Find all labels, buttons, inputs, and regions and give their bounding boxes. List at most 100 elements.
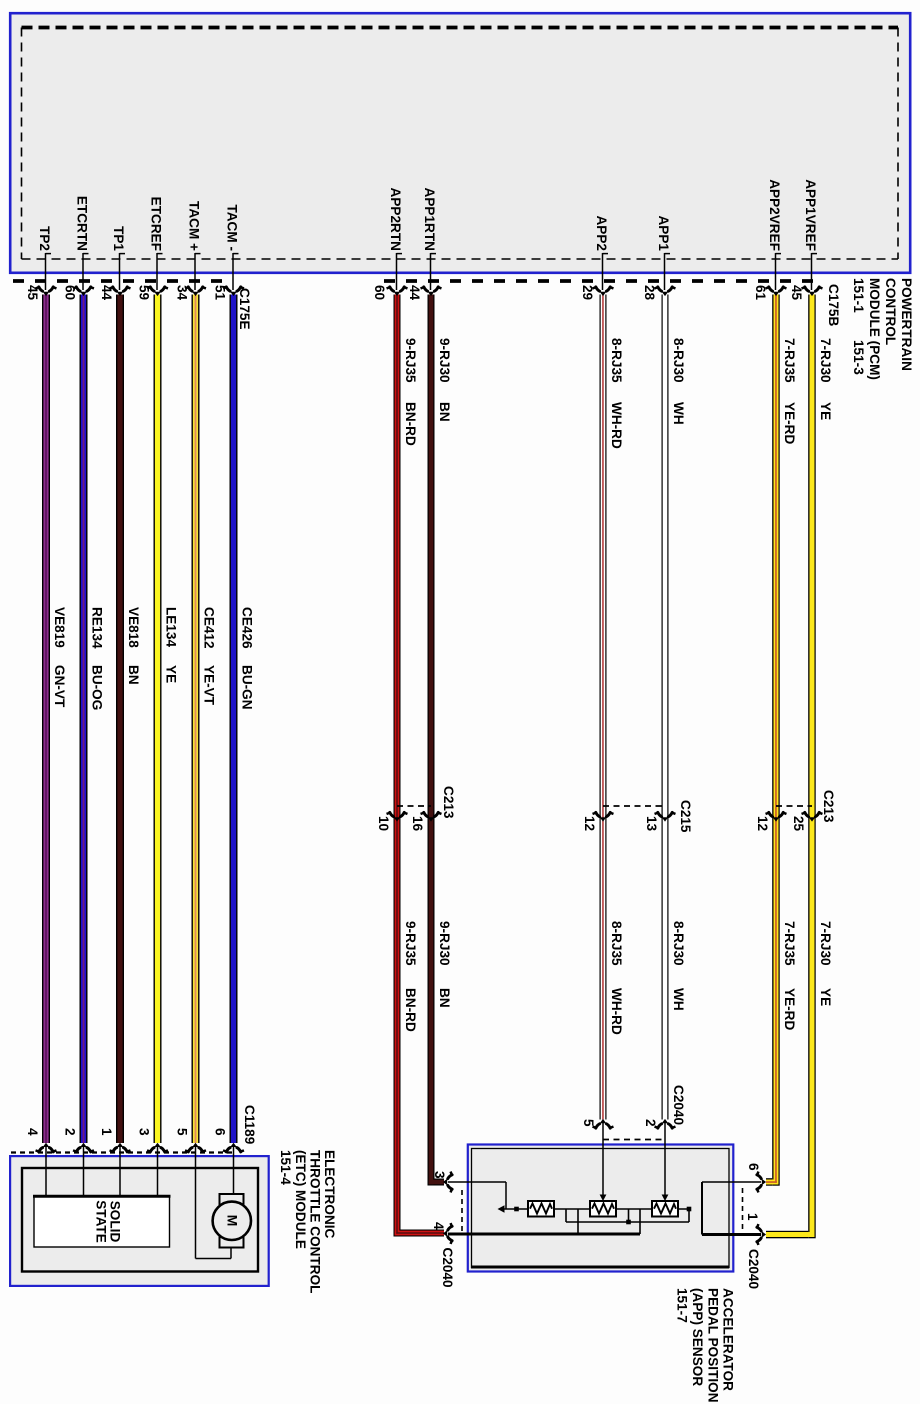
svg-text:3: 3 [137, 1128, 152, 1136]
svg-text:C213: C213 [821, 790, 836, 823]
svg-text:6: 6 [213, 1128, 228, 1136]
svg-text:151-1: 151-1 [851, 278, 866, 313]
svg-text:60: 60 [372, 285, 387, 300]
svg-text:8-RJ30: 8-RJ30 [671, 338, 686, 383]
svg-text:BN: BN [126, 665, 141, 685]
svg-text:C1189: C1189 [242, 1105, 257, 1145]
svg-text:151-7: 151-7 [675, 1288, 690, 1323]
svg-text:YE-RD: YE-RD [782, 402, 797, 444]
svg-text:9-RJ35: 9-RJ35 [403, 921, 418, 966]
svg-text:ACCELERATOR: ACCELERATOR [721, 1288, 736, 1391]
svg-text:TP2: TP2 [37, 226, 52, 251]
svg-text:THROTTLE CONTROL: THROTTLE CONTROL [308, 1150, 323, 1293]
svg-text:BN-RD: BN-RD [403, 402, 418, 446]
svg-text:MODULE (PCM): MODULE (PCM) [867, 278, 882, 380]
svg-text:CONTROL: CONTROL [883, 278, 898, 345]
svg-text:45: 45 [25, 285, 40, 301]
svg-text:2: 2 [643, 1119, 658, 1127]
svg-text:3: 3 [432, 1171, 447, 1179]
svg-text:9-RJ30: 9-RJ30 [437, 338, 452, 383]
svg-text:8-RJ35: 8-RJ35 [609, 921, 624, 966]
svg-text:5: 5 [175, 1128, 190, 1136]
svg-text:WH-RD: WH-RD [609, 402, 624, 449]
svg-text:7-RJ30: 7-RJ30 [818, 921, 833, 966]
svg-text:STATE: STATE [94, 1200, 109, 1243]
svg-text:28: 28 [642, 285, 657, 301]
svg-text:APP1VREF: APP1VREF [803, 179, 818, 251]
svg-text:59: 59 [137, 285, 152, 301]
svg-text:RE134: RE134 [90, 607, 105, 649]
svg-text:C213: C213 [441, 786, 456, 819]
svg-text:BN-RD: BN-RD [403, 988, 418, 1032]
svg-text:1: 1 [99, 1128, 114, 1136]
svg-text:YE: YE [818, 988, 833, 1006]
svg-text:TACM -: TACM - [225, 204, 240, 251]
svg-text:GN-VT: GN-VT [52, 665, 67, 708]
svg-text:61: 61 [753, 285, 768, 301]
svg-text:C175E: C175E [237, 288, 252, 330]
svg-text:C2040: C2040 [440, 1248, 455, 1288]
svg-text:(ETC) MODULE: (ETC) MODULE [293, 1150, 308, 1249]
svg-text:4: 4 [25, 1128, 40, 1136]
svg-text:POWERTRAIN: POWERTRAIN [899, 278, 914, 371]
svg-text:29: 29 [580, 285, 595, 301]
svg-text:9-RJ30: 9-RJ30 [437, 921, 452, 966]
svg-text:8-RJ30: 8-RJ30 [671, 921, 686, 966]
svg-text:9-RJ35: 9-RJ35 [403, 338, 418, 383]
svg-text:4: 4 [431, 1222, 446, 1230]
svg-text:TACM +: TACM + [187, 201, 202, 251]
svg-text:151-3: 151-3 [851, 340, 866, 375]
svg-text:YE-RD: YE-RD [782, 988, 797, 1030]
svg-text:16: 16 [410, 816, 425, 832]
svg-text:C2040: C2040 [671, 1085, 686, 1125]
svg-text:1: 1 [745, 1213, 760, 1221]
svg-text:45: 45 [789, 285, 804, 301]
svg-text:7-RJ35: 7-RJ35 [782, 338, 797, 383]
svg-text:WH: WH [671, 988, 686, 1011]
svg-text:APP2: APP2 [594, 215, 609, 251]
svg-text:12: 12 [582, 816, 597, 832]
svg-text:7-RJ30: 7-RJ30 [818, 338, 833, 383]
svg-text:BU-GN: BU-GN [240, 665, 255, 710]
svg-text:CE412: CE412 [202, 607, 217, 649]
svg-text:APP2VREF: APP2VREF [767, 179, 782, 251]
svg-text:44: 44 [99, 285, 114, 301]
svg-text:C2040: C2040 [746, 1249, 761, 1289]
svg-text:BN: BN [437, 402, 452, 422]
svg-text:YE-VT: YE-VT [202, 665, 217, 706]
svg-text:TP1: TP1 [111, 226, 126, 251]
svg-text:VE819: VE819 [52, 607, 67, 648]
svg-text:CE426: CE426 [240, 607, 255, 649]
svg-text:12: 12 [755, 816, 770, 832]
svg-text:5: 5 [581, 1119, 596, 1127]
svg-text:VE818: VE818 [126, 607, 141, 648]
svg-text:(APP) SENSOR: (APP) SENSOR [690, 1288, 705, 1386]
svg-text:WH-RD: WH-RD [609, 988, 624, 1035]
svg-text:ELECTRONIC: ELECTRONIC [322, 1150, 337, 1239]
svg-text:APP2RTN: APP2RTN [388, 188, 403, 251]
svg-text:YE: YE [818, 402, 833, 420]
svg-text:151-4: 151-4 [278, 1150, 293, 1185]
svg-text:BN: BN [437, 988, 452, 1008]
svg-text:25: 25 [791, 816, 806, 832]
svg-text:7-RJ35: 7-RJ35 [782, 921, 797, 966]
svg-text:YE: YE [164, 665, 179, 683]
svg-text:13: 13 [644, 816, 659, 832]
svg-text:2: 2 [63, 1128, 78, 1136]
svg-text:ETCREF: ETCREF [149, 197, 164, 251]
svg-text:SOLID: SOLID [108, 1201, 123, 1243]
svg-text:LE134: LE134 [164, 607, 179, 647]
svg-text:C175B: C175B [826, 284, 841, 326]
svg-text:6: 6 [746, 1163, 761, 1171]
svg-text:51: 51 [213, 285, 228, 301]
svg-text:60: 60 [63, 285, 78, 300]
svg-text:34: 34 [175, 285, 190, 301]
svg-text:C215: C215 [678, 800, 693, 833]
svg-text:44: 44 [407, 285, 422, 301]
svg-text:WH: WH [671, 402, 686, 425]
svg-text:APP1RTN: APP1RTN [422, 188, 437, 251]
svg-text:BU-OG: BU-OG [90, 665, 105, 710]
svg-text:ETCRTN: ETCRTN [75, 196, 90, 251]
svg-text:10: 10 [376, 816, 391, 831]
svg-text:M: M [225, 1215, 241, 1227]
